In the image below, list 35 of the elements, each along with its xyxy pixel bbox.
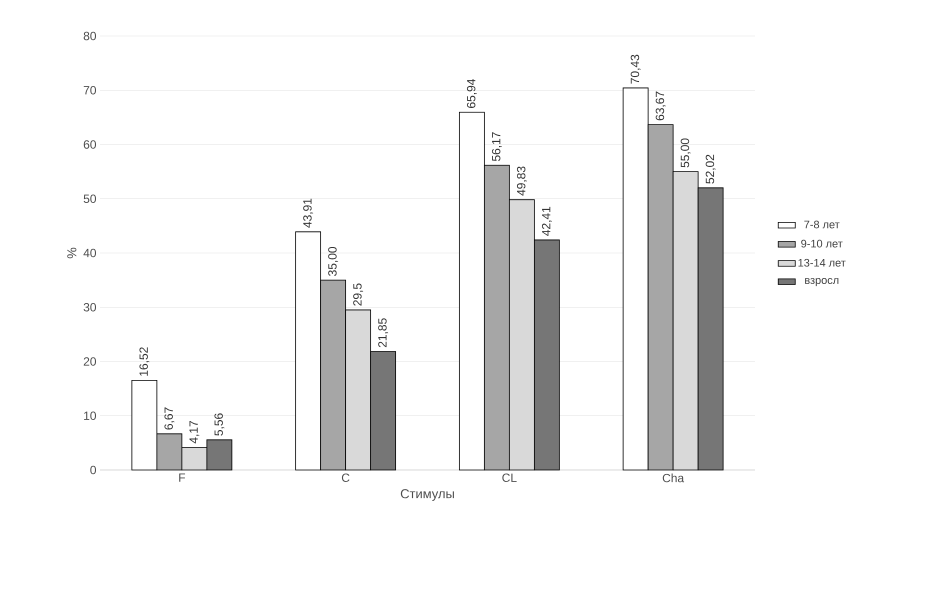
data-label: 56,17 — [492, 132, 502, 162]
data-label: 65,94 — [466, 78, 477, 108]
data-label: 35,00 — [328, 246, 338, 276]
y-tick-label: 20 — [84, 357, 96, 366]
y-tick-label: 10 — [84, 412, 96, 420]
x-axis-title: Стимулы — [400, 489, 454, 501]
data-label: 63,67 — [656, 92, 666, 120]
data-label: 16,52 — [139, 347, 150, 376]
legend-label: взросл — [805, 278, 838, 286]
data-label: 52,02 — [706, 154, 716, 184]
x-tick-label: CL — [502, 474, 517, 482]
legend-label: 9-10 лет — [801, 240, 843, 248]
y-tick-label: 0 — [90, 466, 96, 474]
y-tick-label: 60 — [84, 140, 96, 149]
data-label: 43,91 — [303, 198, 314, 228]
y-tick-label: 50 — [84, 194, 96, 203]
y-tick-label: 70 — [84, 86, 96, 94]
data-label: 4,17 — [190, 420, 200, 444]
data-label: 29,5 — [353, 283, 364, 306]
data-label: 42,41 — [542, 206, 552, 236]
data-label: 49,83 — [516, 166, 527, 196]
y-axis-title: % — [67, 248, 76, 258]
data-label: 6,67 — [164, 407, 174, 430]
data-label: 5,56 — [214, 413, 224, 436]
y-tick-label: 30 — [84, 303, 96, 312]
legend-label: 13-14 лет — [798, 258, 846, 267]
x-tick-label: C — [342, 474, 350, 482]
legend-label: 7-8 лет — [804, 220, 840, 228]
y-tick-label: 80 — [84, 32, 96, 40]
data-label: 55,00 — [680, 138, 691, 168]
x-tick-label: Cha — [662, 474, 684, 482]
y-tick-label: 40 — [83, 248, 96, 258]
x-tick-label: F — [179, 474, 186, 482]
data-label: 70,43 — [630, 54, 641, 84]
data-label: 21,85 — [378, 318, 388, 348]
